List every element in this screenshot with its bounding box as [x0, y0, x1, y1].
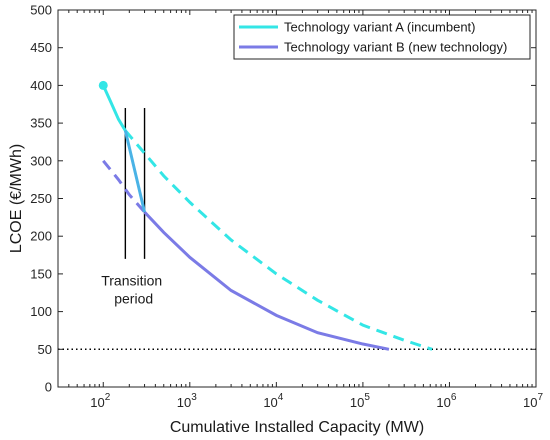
y-tick-label: 250: [30, 191, 52, 206]
variant-a-dashed-line: [124, 129, 433, 351]
y-tick-label: 50: [38, 342, 52, 357]
x-tick-label: 106: [436, 392, 456, 410]
legend-label-variant-b: Technology variant B (new technology): [284, 40, 507, 55]
y-tick-label: 450: [30, 40, 52, 55]
variant-a-start-marker: [98, 80, 108, 90]
transition-segment-line: [123, 130, 147, 213]
plot-area: Transition period: [57, 9, 537, 388]
annotation-group: Transition period: [101, 272, 162, 306]
variant-a-solid-line: [101, 84, 127, 132]
axes: 102 103 104 105 106 107 0 50 100 150 200 250 300 350…: [8, 3, 543, 437]
y-tick-label: 500: [30, 3, 52, 18]
y-tick-label: 400: [30, 78, 52, 93]
x-tick-label: 107: [523, 392, 543, 410]
y-axis-ticks: 0 50 100 150 200 250 300 350 400 450 500: [30, 3, 536, 395]
variant-b-dashed-line: [102, 159, 146, 214]
x-tick-label: 102: [90, 392, 110, 410]
x-axis-ticks: 102 103 104 105 106 107: [57, 10, 543, 410]
y-tick-label: 350: [30, 116, 52, 131]
x-tick-label: 104: [263, 392, 283, 410]
series-lines: [98, 80, 433, 351]
y-tick-label: 100: [30, 304, 52, 319]
transition-annotation-line2: period: [114, 290, 153, 306]
transition-annotation-line1: Transition: [101, 272, 162, 288]
y-tick-label: 200: [30, 229, 52, 244]
x-tick-label: 105: [350, 392, 370, 410]
plot-frame: [57, 9, 537, 388]
legend: Technology variant A (incumbent) Technol…: [233, 14, 531, 60]
variant-b-solid-line: [143, 211, 390, 351]
x-axis-title: Cumulative Installed Capacity (MW): [170, 419, 424, 436]
y-tick-label: 300: [30, 153, 52, 168]
y-axis-title: LCOE (€/MWh): [8, 144, 25, 253]
legend-box: [233, 14, 531, 60]
x-tick-label: 103: [177, 392, 197, 410]
y-tick-label: 150: [30, 266, 52, 281]
y-tick-label: 0: [45, 380, 52, 395]
legend-label-variant-a: Technology variant A (incumbent): [284, 20, 476, 35]
